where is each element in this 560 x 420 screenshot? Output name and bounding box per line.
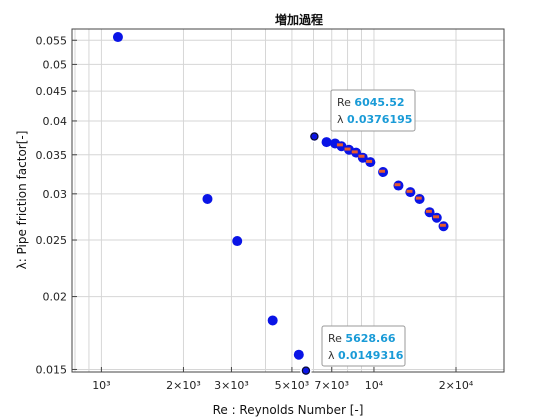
x-tick-label: 2×10⁴: [439, 379, 474, 392]
data-point: [232, 236, 243, 247]
data-tip-box: [330, 89, 416, 132]
plot-area: [71, 28, 505, 373]
chart-title: 増加過程: [275, 12, 323, 27]
data-tip-re: Re 6045.52: [337, 96, 405, 109]
x-axis-label: Re : Reynolds Number [-]: [213, 403, 364, 417]
data-point: [293, 349, 304, 360]
data-points: [112, 32, 449, 360]
x-tick-label: 2×10³: [166, 379, 201, 392]
data-tips: Re 6045.52 λ 0.0376195 Re 5628.66 λ 0.01493…: [300, 89, 416, 377]
y-tick-label: 0.045: [36, 85, 68, 98]
data-tip-marker-ring: [310, 132, 319, 141]
data-point: [267, 315, 278, 326]
y-axis-label: λ: Pipe friction factor[-]: [15, 131, 29, 270]
series-2: [336, 143, 446, 227]
y-tick-label: 0.025: [36, 234, 68, 247]
data-tip-lambda: λ 0.0376195: [337, 113, 412, 126]
series-1: [112, 32, 449, 360]
y-tick-label: 0.02: [43, 291, 68, 304]
data-tip-lambda: λ 0.0149316: [328, 349, 404, 362]
x-tick-label: 5×10³: [275, 379, 310, 392]
data-point: [321, 137, 332, 148]
grid-lines: [72, 29, 505, 372]
y-tick-label: 0.04: [43, 115, 68, 128]
data-tip: Re 5628.66 λ 0.0149316: [300, 325, 406, 377]
data-tip-box: [321, 325, 406, 367]
x-tick-label: 10³: [92, 379, 110, 392]
y-tick-label: 0.03: [43, 188, 68, 201]
data-point: [202, 193, 213, 204]
axis-ticks: 10³ 2×10³ 3×10³ 5×10³ 7×10³ 10⁴ 2×10⁴ 0.015 0.02…: [36, 34, 474, 392]
x-tick-label: 7×10³: [314, 379, 349, 392]
x-tick-label: 10⁴: [365, 379, 384, 392]
y-tick-label: 0.035: [36, 149, 68, 162]
data-point: [112, 32, 123, 43]
data-tip-marker-ring: [301, 366, 310, 375]
data-tip-re: Re 5628.66: [328, 332, 396, 345]
y-tick-label: 0.015: [36, 363, 68, 376]
y-tick-label: 0.055: [36, 34, 68, 47]
y-tick-label: 0.05: [43, 58, 68, 71]
data-tip: Re 6045.52 λ 0.0376195: [308, 89, 416, 143]
x-tick-label: 3×10³: [214, 379, 249, 392]
